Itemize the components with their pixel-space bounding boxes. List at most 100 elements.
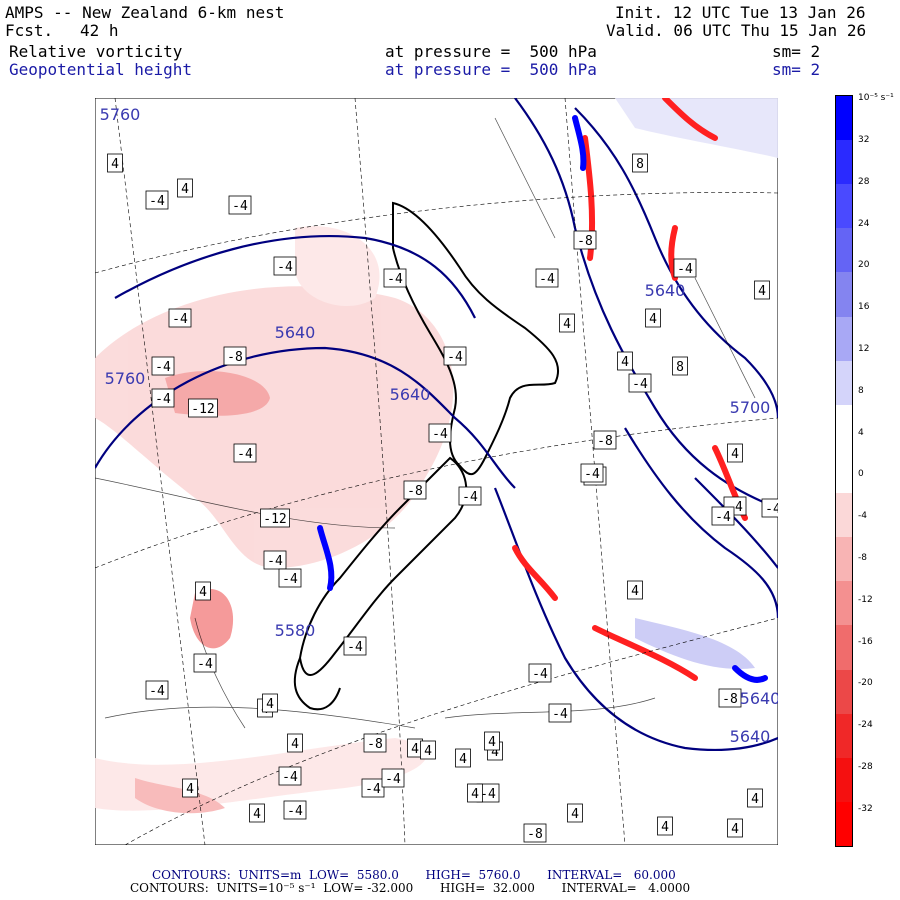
height-contour-label: 5640 bbox=[645, 281, 686, 300]
colorbar bbox=[835, 95, 853, 847]
vorticity-label: -12 bbox=[191, 402, 214, 417]
height-contour-label: 5760 bbox=[100, 105, 141, 124]
vorticity-label: 4 bbox=[199, 585, 207, 600]
colorbar-tick-label: 16 bbox=[858, 302, 870, 313]
vorticity-label-box bbox=[228, 195, 252, 215]
vorticity-map: 4 -4 4 -4 -4 -4 -4 -8 -12 -4 -4 -4 -4 -8 -4 -12 -8 -4 8 4 -4… bbox=[95, 98, 778, 845]
vorticity-label: -4 bbox=[532, 667, 548, 682]
vorticity-label: 4 bbox=[111, 157, 119, 172]
vorticity-contour-footer: CONTOURS: UNITS=10⁻⁵ s⁻¹ LOW= -32.000 HI… bbox=[130, 881, 691, 895]
vorticity-label-box bbox=[443, 346, 467, 366]
vorticity-label: 4 bbox=[631, 584, 639, 599]
vorticity-label-box bbox=[363, 733, 387, 753]
vorticity-label-box bbox=[383, 268, 407, 288]
vorticity-label: -4 bbox=[462, 490, 478, 505]
vorticity-label: 4 bbox=[186, 782, 194, 797]
vorticity-label: -4 bbox=[385, 772, 401, 787]
vorticity-label: -4 bbox=[387, 272, 403, 287]
vorticity-label: 4 bbox=[266, 697, 274, 712]
vorticity-label: 8 bbox=[636, 157, 644, 172]
vorticity-label-box bbox=[657, 816, 673, 836]
colorbar-tick-label: 24 bbox=[858, 218, 870, 229]
colorbar-units: 10⁻⁵ s⁻¹ bbox=[858, 93, 894, 103]
vorticity-label: 4 bbox=[731, 822, 739, 837]
colorbar-swatch bbox=[836, 272, 852, 317]
vorticity-label-box bbox=[523, 823, 547, 843]
colorbar-swatch bbox=[836, 96, 852, 141]
vorticity-label-box bbox=[580, 463, 604, 483]
colorbar-swatch bbox=[836, 316, 852, 361]
colorbar-tick-label: 0 bbox=[858, 469, 864, 480]
vorticity-label: -12 bbox=[263, 512, 286, 527]
vorticity-label-box bbox=[761, 498, 778, 518]
vorticity-label: -8 bbox=[407, 484, 423, 499]
vorticity-label-box bbox=[455, 748, 471, 768]
vorticity-label: -4 bbox=[552, 707, 568, 722]
vorticity-label: -4 bbox=[347, 640, 363, 655]
field2-smoothing: sm= 2 bbox=[772, 60, 821, 79]
vorticity-label-box bbox=[182, 778, 198, 798]
vorticity-label: 4 bbox=[758, 284, 766, 299]
colorbar-tick-label: -8 bbox=[858, 553, 867, 563]
vorticity-label: -8 bbox=[367, 737, 383, 752]
vorticity-label-box bbox=[420, 740, 436, 760]
vorticity-contours bbox=[95, 117, 756, 729]
vorticity-label-box bbox=[195, 581, 211, 601]
vorticity-label-box bbox=[548, 703, 572, 723]
vorticity-shading bbox=[95, 98, 778, 814]
vorticity-label-box bbox=[593, 430, 617, 450]
colorbar-swatch bbox=[836, 493, 852, 538]
vorticity-label-box bbox=[458, 486, 482, 506]
colorbar-tick-label: -16 bbox=[858, 636, 873, 647]
vorticity-label-box bbox=[223, 346, 247, 366]
vorticity-label-box bbox=[177, 178, 193, 198]
vorticity-label-box bbox=[151, 356, 175, 376]
vorticity-label-box bbox=[287, 733, 303, 753]
vorticity-label-box bbox=[263, 550, 287, 570]
vorticity-label: 8 bbox=[676, 360, 684, 375]
colorbar-swatch bbox=[836, 448, 852, 494]
vorticity-label: 4 bbox=[411, 742, 419, 757]
forecast-label: Fcst. bbox=[5, 21, 54, 40]
colorbar-swatch bbox=[836, 581, 852, 626]
vorticity-label: -4 bbox=[172, 312, 188, 327]
colorbar-tick-label: -12 bbox=[858, 594, 873, 605]
vorticity-label: -8 bbox=[577, 234, 593, 249]
forecast-hour: 42 h bbox=[80, 21, 119, 40]
height-contour-footer: CONTOURS: UNITS=m LOW= 5580.0 HIGH= 5760… bbox=[152, 868, 676, 882]
vorticity-label: -8 bbox=[227, 350, 243, 365]
vorticity-label: -4 bbox=[677, 262, 693, 277]
vorticity-label: -4 bbox=[365, 782, 381, 797]
vorticity-label: -4 bbox=[197, 657, 213, 672]
vorticity-label-box bbox=[673, 258, 697, 278]
vorticity-label-box bbox=[283, 800, 307, 820]
vorticity-label-box bbox=[711, 506, 735, 526]
vorticity-label: -8 bbox=[527, 827, 543, 842]
vorticity-label: -4 bbox=[715, 510, 731, 525]
contour-labels: 4 -4 4 -4 -4 -4 -4 -8 -12 -4 -4 -4 -4 -8 -4 -12 -8 -4 8 4 -4… bbox=[100, 105, 778, 843]
colorbar-tick-label: -28 bbox=[858, 762, 873, 772]
vorticity-label: 4 bbox=[253, 807, 261, 822]
vorticity-label-box bbox=[718, 688, 742, 708]
field1-level: at pressure = 500 hPa bbox=[385, 42, 597, 61]
colorbar-swatch bbox=[836, 625, 852, 670]
vorticity-label-box bbox=[193, 653, 217, 673]
colorbar-swatch bbox=[836, 669, 852, 714]
colorbar-swatch bbox=[836, 713, 852, 758]
vorticity-label: 4 bbox=[491, 745, 499, 760]
vorticity-label-box bbox=[535, 268, 559, 288]
vorticity-label-box bbox=[403, 480, 427, 500]
vorticity-label-box bbox=[249, 803, 265, 823]
colorbar-swatch bbox=[836, 228, 852, 273]
vorticity-label-box bbox=[528, 663, 552, 683]
vorticity-label: -8 bbox=[597, 434, 613, 449]
vorticity-label-box bbox=[262, 693, 278, 713]
vorticity-label: -4 bbox=[287, 804, 303, 819]
model-title: AMPS -- New Zealand 6-km nest bbox=[5, 3, 285, 22]
colorbar-swatch bbox=[836, 537, 852, 582]
vorticity-label: 4 bbox=[649, 312, 657, 327]
colorbar-tick-label: 20 bbox=[858, 260, 870, 271]
colorbar-swatch bbox=[836, 757, 852, 802]
colorbar-swatch bbox=[836, 140, 852, 185]
vorticity-label: -4 bbox=[237, 447, 253, 462]
